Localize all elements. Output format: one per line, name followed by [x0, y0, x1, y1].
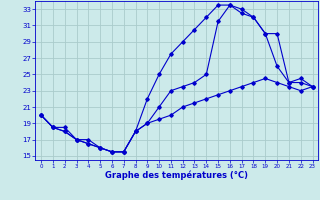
X-axis label: Graphe des températures (°C): Graphe des températures (°C): [105, 171, 248, 180]
